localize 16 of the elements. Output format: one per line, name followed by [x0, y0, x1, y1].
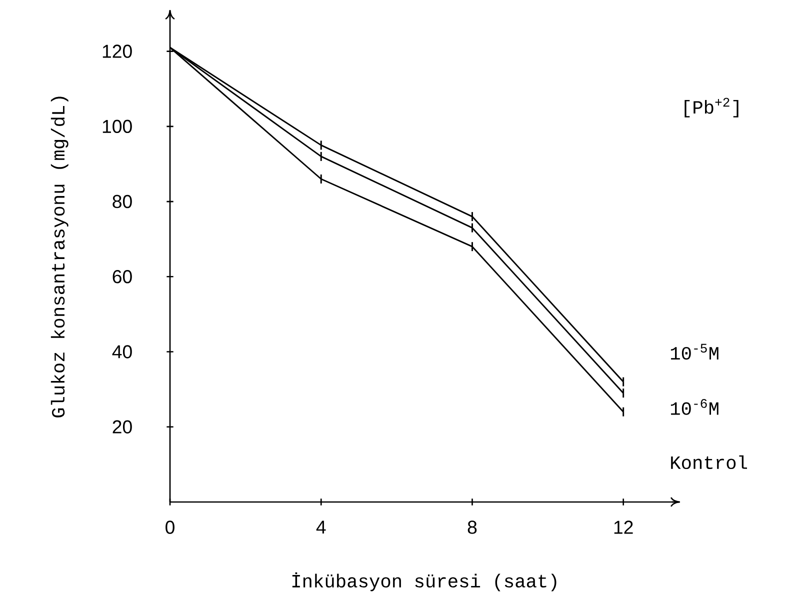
y-tick-label: 20 — [112, 420, 132, 434]
x-tick-label: 12 — [614, 520, 633, 534]
x-tick-label: 8 — [468, 520, 477, 534]
y-tick-label: 100 — [102, 120, 132, 134]
text: 10$^{-5}$M — [670, 344, 718, 360]
x-tick-label: 4 — [316, 520, 326, 534]
x-axis-title: İnkübasyon süresi (saat) — [292, 572, 556, 592]
y-tick-label: 80 — [112, 194, 132, 208]
text: 10$^{-6}$M — [670, 399, 718, 415]
y-tick-label: 60 — [112, 270, 132, 284]
text: Kontrol — [671, 455, 747, 470]
y-axis-title: Glukoz konsantrasyonu (mg/dL) — [50, 96, 68, 418]
y-tick-label: 40 — [112, 345, 132, 358]
legend-title: [Pb$^{+2}$] — [684, 98, 738, 118]
y-tick-label: 120 — [102, 44, 132, 58]
x-tick-label: 0 — [166, 520, 174, 534]
